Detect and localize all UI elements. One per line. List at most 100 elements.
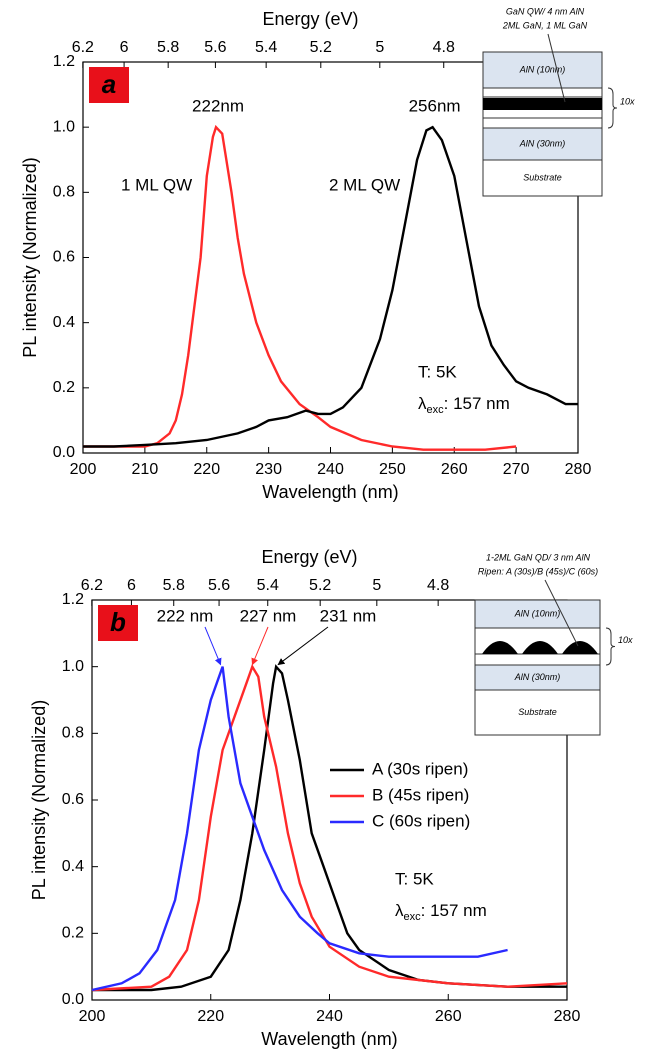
inset-caption: GaN QW/ 4 nm AlN [506,6,585,16]
excitation: λexc: 157 nm [395,901,487,922]
x2-tick-label: 5.4 [255,39,277,56]
excitation-value: : 157 nm [444,394,510,413]
y-tick-label: 0.8 [53,184,75,201]
x-tick-label: 280 [565,461,592,478]
x2-tick-label: 6.2 [72,39,94,56]
y-tick-label: 0.2 [53,379,75,396]
inset-arrow [547,33,566,103]
inset-dot [522,641,558,654]
inset-dot [482,641,518,654]
x-tick-label: 260 [435,1008,462,1025]
panel: 0.0 0.2 0.4 0.6 0.8 1.0 1.2 200 220 240 260 280 6.2 6… [29,547,633,1049]
x-tick-label: 240 [316,1008,343,1025]
inset-dot [562,641,598,654]
y-tick-label: 0.6 [53,249,75,266]
y-tick-label: 0.8 [62,725,84,742]
inset-schematic: AlN (10nm) AlN (30nm) Substrate 1-2ML GaN Q… [474,552,633,736]
inset-schematic: AlN (10nm) AlN (30nm) Substrate GaN QW/ 4 n… [482,6,635,197]
y-tick-label: 0.6 [62,791,84,808]
x-tick-label: 280 [554,1008,581,1025]
x-tick-label: 220 [197,1008,224,1025]
x2-tick-label: 6 [120,39,129,56]
y-axis-title: PL intensity (Normalized) [20,157,40,357]
inset-well [483,98,602,110]
legend-label: C (60s ripen) [372,811,470,830]
excitation-subscript: exc [427,404,445,416]
inset-layer-label: AlN (30nm) [519,138,566,148]
inset-layer-label: AlN (10nm) [519,64,566,74]
excitation-subscript: exc [404,911,422,923]
panel-label: a [102,69,116,99]
y-tick-label: 1.0 [53,118,75,135]
inset-layer-label: Substrate [518,707,557,717]
legend-label: A (30s ripen) [372,759,468,778]
y-tick-label: 0.4 [62,858,84,875]
temperature: T: 5K [395,869,434,888]
inset-repeat: 10x [620,96,635,106]
inset-arrow [544,579,579,647]
x2-axis-title: Energy (eV) [262,9,358,29]
excitation-symbol: λ [395,901,404,920]
series-label: 1 ML QW [121,175,192,194]
inset-layer-label: AlN (10nm) [514,608,561,618]
peak-label: 256nm [409,97,461,116]
x-axis-title: Wavelength (nm) [261,1029,397,1049]
series-line [83,125,578,448]
x2-tick-label: 4.8 [427,577,449,594]
x2-axis-title: Energy (eV) [261,547,357,567]
series-label: 2 ML QW [329,175,400,194]
x-tick-label: 260 [441,461,468,478]
series-line [92,664,567,992]
y-axis-title: PL intensity (Normalized) [29,700,49,900]
x-tick-label: 200 [70,461,97,478]
inset-layer [474,599,601,629]
series-line [91,663,568,992]
inset-layer [474,664,601,691]
inset-repeat: 10x [618,635,633,645]
excitation-symbol: λ [418,394,427,413]
y-tick-label: 0.0 [53,444,75,461]
x-axis-title: Wavelength (nm) [262,482,398,502]
y-tick-label: 0.0 [62,991,84,1008]
inset-bracket [607,87,618,129]
temperature: T: 5K [418,362,457,381]
inset-layer-label: AlN (30nm) [514,672,561,682]
peak-arrow [204,626,222,666]
peak-label: 222nm [192,97,244,116]
legend-label: B (45s ripen) [372,785,469,804]
excitation-value: : 157 nm [421,901,487,920]
inset-caption: 1-2ML GaN QD/ 3 nm AlN [486,552,591,562]
y-tick-label: 1.0 [62,658,84,675]
x2-tick-label: 6.2 [81,577,103,594]
series-line [83,124,517,451]
panel-label-box [89,67,129,103]
x2-tick-label: 5.2 [310,39,332,56]
panel: 0.0 0.2 0.4 0.6 0.8 1.0 1.2 200 210 220 230 240 250 2… [20,6,635,501]
x2-tick-label: 5.2 [309,577,331,594]
inset-layer [482,159,603,197]
inset-bracket [605,627,616,666]
inset-caption: 2ML GaN, 1 ML GaN [502,20,588,30]
y-tick-label: 0.4 [53,314,75,331]
x-tick-label: 200 [79,1008,106,1025]
panel-label: b [110,607,126,637]
x-tick-label: 210 [132,461,159,478]
peak-arrow [251,626,269,666]
x2-tick-label: 4.8 [433,39,455,56]
x-tick-label: 220 [193,461,220,478]
series-line [91,666,508,992]
excitation: λexc: 157 nm [418,394,510,415]
x2-tick-label: 5.8 [163,577,185,594]
inset-layer [474,689,601,736]
peak-arrow [277,626,329,666]
panel-label-box [98,605,138,641]
x-tick-label: 230 [255,461,282,478]
x2-tick-label: 5 [372,577,381,594]
peak-label: 227 nm [240,606,297,625]
x2-tick-label: 5 [375,39,384,56]
peak-label: 231 nm [320,606,377,625]
x2-tick-label: 6 [127,577,136,594]
y-tick-label: 1.2 [53,53,75,70]
inset-caption: Ripen: A (30s)/B (45s)/C (60s) [478,566,598,576]
